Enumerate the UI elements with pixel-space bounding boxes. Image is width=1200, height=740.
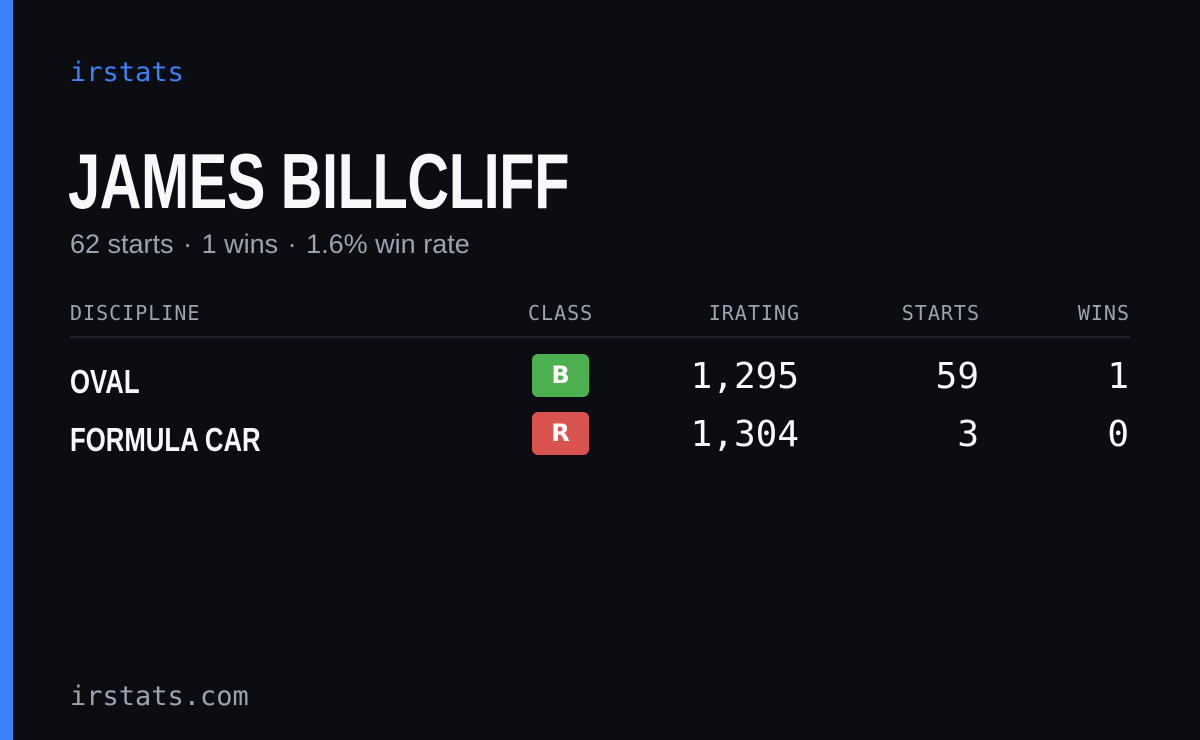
separator: · — [287, 229, 297, 259]
win-rate: 1.6% win rate — [306, 229, 470, 259]
column-header-class: CLASS — [528, 301, 594, 325]
column-header-starts: STARTS — [901, 301, 980, 325]
starts-count: 62 starts — [70, 229, 174, 259]
starts-value: 59 — [935, 356, 979, 397]
driver-summary: 62 starts · 1 wins · 1.6% win rate — [70, 226, 470, 262]
table-header: DISCIPLINE CLASS IRATING STARTS WINS — [70, 296, 1130, 338]
column-header-irating: IRATING — [708, 301, 800, 325]
discipline-name: FORMULA CAR — [70, 421, 261, 458]
driver-name: JAMES BILLCLIFF — [68, 137, 570, 225]
license-class-badge: B — [532, 354, 589, 397]
column-header-discipline: DISCIPLINE — [70, 301, 201, 325]
table-row: FORMULA CAR R 1,304 3 0 — [70, 412, 1130, 462]
accent-bar — [0, 0, 13, 740]
discipline-name: OVAL — [70, 363, 140, 400]
stats-table: DISCIPLINE CLASS IRATING STARTS WINS OVA… — [70, 296, 1130, 458]
wins-value: 1 — [1107, 356, 1129, 397]
license-class-badge: R — [532, 412, 589, 455]
footer-domain: irstats.com — [70, 681, 249, 712]
column-header-wins: WINS — [1077, 301, 1130, 325]
irating-value: 1,304 — [690, 414, 799, 455]
irating-value: 1,295 — [690, 356, 799, 397]
brand-logo-text: irstats — [70, 57, 184, 88]
wins-value: 0 — [1107, 414, 1129, 455]
separator: · — [183, 229, 193, 259]
wins-count: 1 wins — [201, 229, 279, 259]
starts-value: 3 — [957, 414, 979, 455]
table-row: OVAL B 1,295 59 1 — [70, 354, 1130, 404]
